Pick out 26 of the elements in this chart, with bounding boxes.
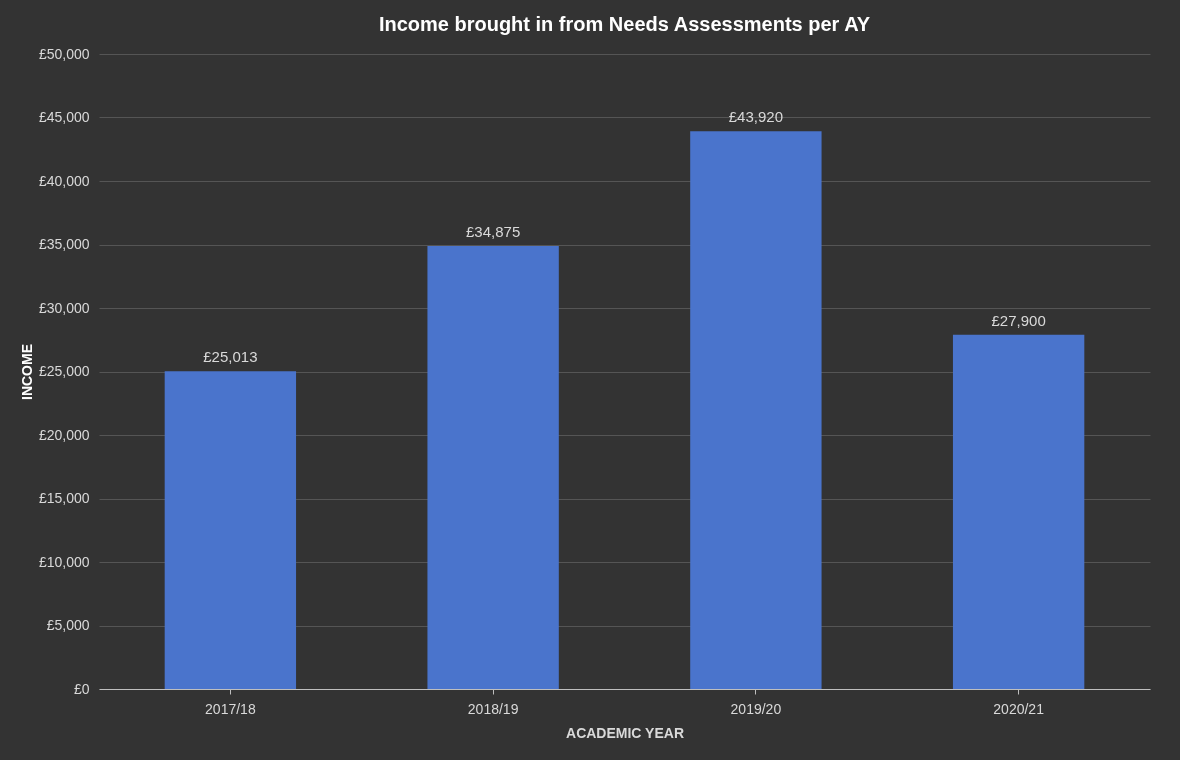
y-tick-label: £50,000: [38, 45, 90, 62]
y-tick-label: £10,000: [38, 553, 90, 570]
y-tick-label: £40,000: [38, 172, 90, 189]
y-tick-label: £5,000: [46, 617, 90, 633]
y-tick-label: £25,000: [38, 363, 90, 379]
bar: [690, 131, 822, 689]
bar: [952, 334, 1085, 689]
x-tick-label: 2020/21: [993, 700, 1045, 717]
y-tick-label: £0: [73, 680, 90, 697]
y-axis-title: INCOME: [18, 344, 35, 400]
y-tick-label: £20,000: [38, 426, 90, 443]
x-tick-label: 2018/19: [467, 700, 519, 717]
data-label: £34,875: [466, 223, 521, 241]
y-tick-label: £35,000: [38, 236, 90, 252]
data-label: £25,013: [203, 348, 258, 366]
chart-title: Income brought in from Needs Assessments per AY: [378, 13, 871, 35]
x-tick-label: 2019/20: [730, 700, 782, 717]
y-tick-label: £30,000: [38, 299, 90, 316]
data-label: £43,920: [728, 108, 783, 126]
x-tick-label: 2017/18: [205, 700, 256, 717]
data-label: £27,900: [991, 311, 1046, 329]
x-axis-title: ACADEMIC YEAR: [566, 724, 684, 741]
bar: [427, 246, 559, 689]
y-tick-label: £45,000: [38, 109, 90, 125]
y-tick-label: £15,000: [38, 490, 90, 506]
bar: [164, 371, 297, 689]
